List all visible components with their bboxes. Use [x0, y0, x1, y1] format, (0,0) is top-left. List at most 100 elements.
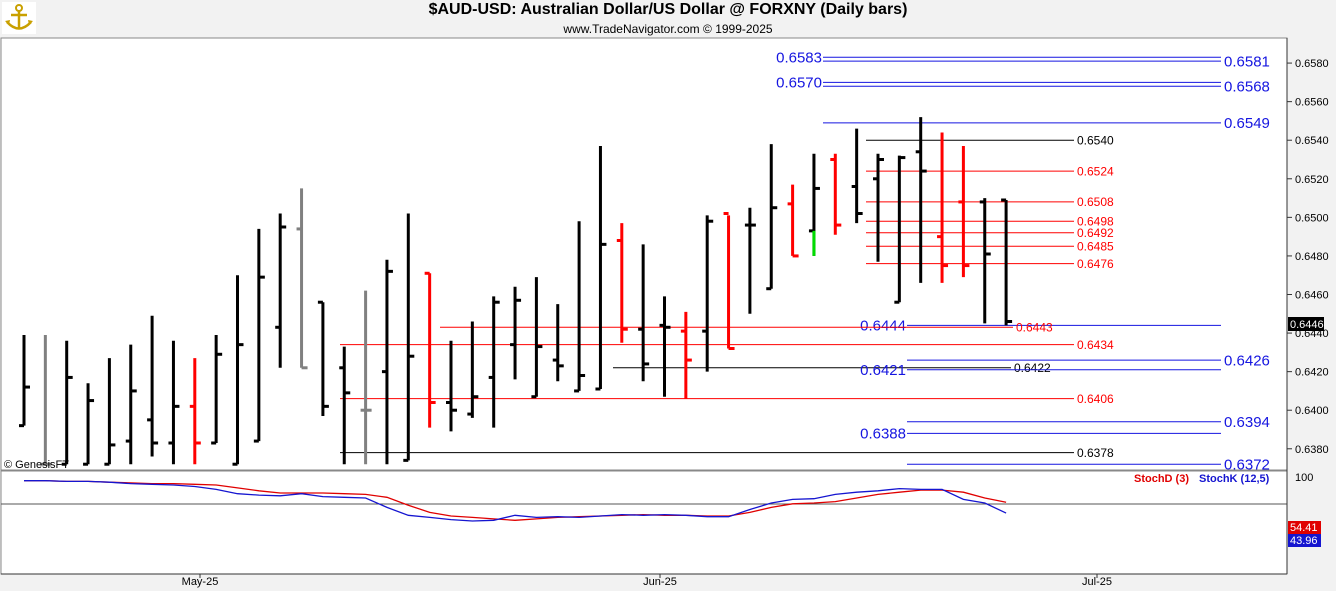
level-label: 0.6372 — [1224, 456, 1270, 473]
ohlc-bar — [147, 315, 159, 457]
ohlc-bar — [979, 198, 991, 324]
x-tick-label: Jun-25 — [643, 576, 677, 588]
ohlc-bar — [168, 340, 180, 465]
ohlc-bar — [275, 213, 287, 368]
level-label: 0.6570 — [776, 75, 822, 92]
stoch-d-value: 54.41 — [1290, 522, 1318, 534]
ohlc-bar — [1001, 198, 1013, 326]
ohlc-bar — [424, 271, 436, 428]
ohlc-bar — [638, 244, 650, 382]
ohlc-bar — [937, 132, 949, 283]
level-label: 0.6422 — [1014, 361, 1051, 375]
stoch-k-line — [24, 480, 1007, 522]
stoch-k-value: 43.96 — [1290, 535, 1318, 547]
last-price-box — [1288, 317, 1324, 331]
ohlc-bar — [595, 146, 607, 391]
ohlc-bar — [851, 128, 863, 224]
y-tick-label: 0.6420 — [1295, 367, 1329, 379]
level-label: 0.6549 — [1224, 115, 1270, 132]
ohlc-bar — [381, 259, 393, 465]
stoch-d-line — [24, 480, 1007, 521]
level-label: 0.6540 — [1077, 133, 1114, 147]
level-label: 0.6583 — [776, 50, 822, 67]
ohlc-bar — [339, 346, 351, 465]
level-label: 0.6394 — [1224, 414, 1270, 431]
stoch-d-value-box — [1288, 521, 1321, 534]
ohlc-bar — [446, 340, 457, 432]
copyright-label: © GenesisFT — [4, 459, 69, 471]
level-label: 0.6426 — [1224, 352, 1270, 369]
y-tick-label: 0.6520 — [1295, 174, 1329, 186]
ohlc-bar — [510, 286, 522, 380]
ohlc-bar — [723, 212, 735, 350]
level-label: 0.6485 — [1077, 239, 1114, 253]
ohlc-bar — [958, 146, 970, 278]
ohlc-bar — [744, 207, 756, 314]
ohlc-bar — [467, 321, 479, 418]
ohlc-bar — [531, 277, 543, 399]
y-tick-label: 0.6400 — [1295, 405, 1329, 417]
stoch-scale-100: 100 — [1295, 472, 1313, 484]
price-axis: 0.6580 0.6560 0.6540 0.6520 0.6500 0.6480 0.64… — [1287, 58, 1329, 456]
level-label: 0.6524 — [1077, 164, 1114, 178]
stoch-legend-k: StochK (12,5) — [1199, 473, 1270, 485]
ohlc-bar — [830, 153, 842, 235]
last-price-label: 0.6446 — [1290, 319, 1324, 331]
stoch-legend-d: StochD (3) — [1134, 473, 1189, 485]
price-levels: 0.6583 0.6581 0.6570 0.6568 0.6549 0.6540 0.65… — [340, 50, 1270, 473]
navigator-logo-icon — [2, 2, 36, 34]
ohlc-bar — [125, 344, 137, 465]
ohlc-bar — [808, 153, 820, 256]
level-label: 0.6581 — [1224, 53, 1270, 70]
ohlc-bar — [104, 358, 116, 466]
ohlc-bar — [19, 335, 30, 428]
ohlc-bar — [873, 153, 884, 262]
level-label: 0.6476 — [1077, 257, 1114, 271]
level-label: 0.6508 — [1077, 195, 1114, 209]
y-tick-label: 0.6440 — [1295, 328, 1329, 340]
x-tick-label: Jul-25 — [1082, 576, 1112, 588]
y-tick-label: 0.6480 — [1295, 251, 1329, 263]
time-axis: May-25 Jun-25 Jul-25 — [182, 574, 1112, 588]
ohlc-bar — [574, 221, 586, 393]
stoch-k-value-box — [1288, 534, 1321, 547]
level-label: 0.6568 — [1224, 78, 1270, 95]
ohlc-bar — [232, 275, 244, 466]
y-tick-label: 0.6380 — [1295, 444, 1329, 456]
level-label: 0.6492 — [1077, 226, 1114, 240]
ohlc-bar — [296, 188, 308, 370]
level-label: 0.6434 — [1077, 338, 1114, 352]
level-label: 0.6406 — [1077, 392, 1114, 406]
stochastic-lines — [24, 480, 1007, 522]
ohlc-bar — [488, 296, 500, 428]
ohlc-bar — [61, 340, 73, 466]
ohlc-bar — [40, 335, 52, 466]
x-tick-label: May-25 — [182, 576, 219, 588]
ohlc-bar — [403, 213, 415, 462]
ohlc-bar — [659, 296, 671, 397]
ohlc-bar — [680, 311, 692, 399]
ohlc-bar — [616, 223, 628, 343]
ohlc-bar — [83, 383, 95, 466]
level-label: 0.6421 — [860, 362, 906, 379]
level-label: 0.6444 — [860, 318, 906, 335]
price-bars — [19, 117, 1013, 466]
y-tick-label: 0.6580 — [1295, 58, 1329, 70]
level-label: 0.6498 — [1077, 214, 1114, 228]
ohlc-bar — [211, 335, 223, 445]
level-label: 0.6378 — [1077, 446, 1114, 460]
ohlc-bar — [894, 155, 906, 304]
ohlc-bar — [189, 358, 201, 465]
ohlc-bar — [552, 304, 564, 382]
y-tick-label: 0.6460 — [1295, 290, 1329, 302]
ohlc-bar — [360, 290, 372, 465]
ohlc-bar — [253, 228, 265, 443]
y-tick-label: 0.6540 — [1295, 135, 1329, 147]
y-tick-label: 0.6500 — [1295, 212, 1329, 224]
level-label: 0.6388 — [860, 426, 906, 443]
ohlc-bar — [317, 300, 329, 416]
chart-subtitle: www.TradeNavigator.com © 1999-2025 — [563, 22, 773, 36]
ohlc-bar — [702, 215, 714, 372]
